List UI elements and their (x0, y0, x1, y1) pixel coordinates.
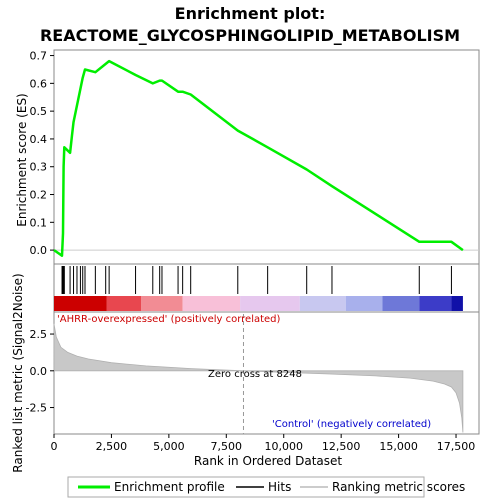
legend-metric-label: Ranking metric scores (332, 480, 465, 494)
x-axis-label: Rank in Ordered Dataset (194, 454, 342, 468)
es-tick-label: 0.6 (30, 77, 48, 90)
heatmap-segment (141, 296, 183, 311)
heatmap-segment (54, 296, 107, 311)
positive-correlation-label: 'AHRR-overexpressed' (positively correla… (57, 314, 281, 325)
x-tick-label: 2,500 (96, 440, 128, 453)
enrichment-profile-line (53, 59, 464, 257)
es-tick-label: 0.1 (30, 216, 48, 229)
legend-enrichment-label: Enrichment profile (114, 480, 225, 494)
metric-tick-label: -2.5 (26, 402, 47, 415)
x-tick-label: 10,000 (264, 440, 303, 453)
heatmap-segment (419, 296, 452, 311)
heatmap-segment (106, 296, 142, 311)
es-tick-label: 0.4 (30, 133, 48, 146)
es-tick-label: 0.0 (30, 244, 48, 257)
es-tick-label: 0.3 (30, 161, 48, 174)
legend-hits-label: Hits (268, 480, 291, 494)
metric-tick-label: 2.5 (30, 328, 48, 341)
es-tick-label: 0.2 (30, 189, 48, 202)
heatmap-segment (451, 296, 463, 311)
heatmap-segment (345, 296, 383, 311)
heatmap-segment (182, 296, 241, 311)
chart-title-line2: REACTOME_GLYCOSPHINGOLIPID_METABOLISM (40, 26, 460, 45)
metric-tick-label: 0.0 (30, 365, 48, 378)
ranking-metric-area (53, 323, 464, 433)
heatmap-segment (240, 296, 300, 311)
zero-cross-label: Zero cross at 8248 (208, 369, 302, 380)
x-tick-label: 0 (51, 440, 58, 453)
es-tick-label: 0.5 (30, 105, 48, 118)
chart-title-line1: Enrichment plot: (175, 4, 326, 23)
es-y-axis-label: Enrichment score (ES) (15, 93, 29, 226)
x-tick-label: 7,500 (211, 440, 243, 453)
negative-correlation-label: 'Control' (negatively correlated) (272, 419, 431, 430)
heatmap-segment (299, 296, 346, 311)
x-tick-label: 5,000 (153, 440, 185, 453)
x-tick-label: 17,500 (437, 440, 476, 453)
es-tick-label: 0.7 (30, 50, 48, 63)
x-tick-label: 12,500 (322, 440, 361, 453)
es-panel (53, 49, 480, 265)
metric-y-axis-label: Ranked list metric (Signal2Noise) (11, 273, 25, 472)
x-tick-label: 15,000 (379, 440, 418, 453)
heatmap-segment (382, 296, 420, 311)
